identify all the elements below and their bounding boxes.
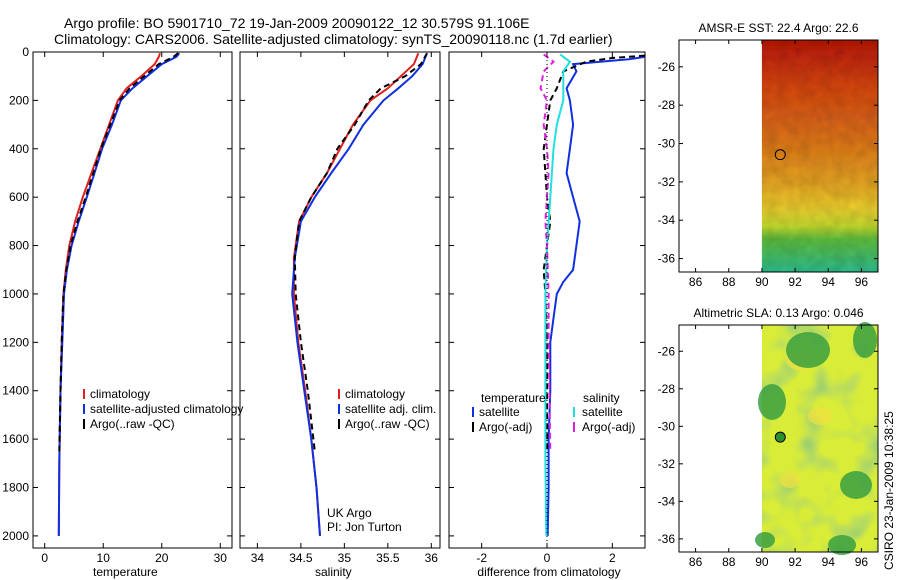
x-tick-label: 94: [822, 275, 836, 289]
y-tick-label: -28: [658, 98, 676, 112]
legend-entry: Argo(..raw -QC): [345, 417, 430, 431]
x-tick-label: 20: [155, 551, 169, 565]
timestamp-label: CSIRO 23-Jan-2009 10:38:25: [882, 411, 896, 570]
x-axis-label: difference from climatology: [477, 565, 620, 579]
x-tick-label: -2: [476, 551, 487, 565]
x-tick-label: 86: [689, 275, 703, 289]
y-tick-label: 800: [9, 239, 29, 253]
x-tick-label: 30: [214, 551, 228, 565]
x-tick-label: 0: [544, 551, 551, 565]
plot-frame: [32, 51, 233, 549]
series-line: [542, 54, 646, 452]
legend-entry: climatology: [345, 387, 405, 401]
y-tick-label: 1800: [2, 481, 29, 495]
legend-entry: Argo(-adj): [582, 420, 635, 434]
y-tick-label: 1400: [2, 384, 29, 398]
plot-frame: [239, 51, 441, 549]
sla-low-patch: [755, 532, 775, 548]
salinity-profile: 34 34.5 35 35.5 36 salinity climatologysatelli…: [239, 51, 441, 579]
legend-entry: satellite: [582, 405, 623, 419]
series-line: [291, 52, 428, 536]
y-tick-label: 200: [9, 93, 29, 107]
x-tick-label: 10: [97, 551, 111, 565]
x-tick-label: 94: [822, 555, 836, 569]
temperature-profile: 0 10 20 30 0 200 400 600 800 1000 1200 1400 1600 1800…: [2, 45, 243, 579]
sla-low-patch: [786, 332, 830, 368]
series-line: [58, 52, 179, 452]
y-tick-label: -34: [658, 494, 676, 508]
map-title: AMSR-E SST: 22.4 Argo: 22.6: [698, 21, 858, 35]
series-line: [539, 53, 556, 452]
sst-map: 86 88 90 92 94 96 -26 -28 -30 -32 -34 -36 AMSR-E SST…: [658, 21, 879, 289]
x-tick-label: 96: [855, 555, 869, 569]
y-tick-label: 1000: [2, 287, 29, 301]
sla-low-patch: [840, 471, 872, 499]
legend-group-title: temperature: [481, 391, 546, 405]
y-tick-label: 400: [9, 142, 29, 156]
x-tick-label: 2: [609, 551, 616, 565]
legend-entry: Argo(..raw -QC): [90, 417, 175, 431]
sla-high-patch: [808, 407, 832, 425]
sla-map: 86 88 90 92 94 96 -26 -28 -30 -32 -34 -36 Altimetric…: [658, 306, 879, 569]
annotation-line: UK Argo: [327, 506, 372, 520]
y-tick-label: 0: [22, 45, 29, 59]
series-line: [544, 53, 572, 536]
y-tick-label: -26: [658, 60, 676, 74]
legend-entry: Argo(-adj): [479, 420, 532, 434]
x-tick-label: 36: [425, 551, 439, 565]
series-line: [57, 52, 181, 536]
series-line: [292, 52, 420, 536]
x-tick-label: 92: [788, 555, 802, 569]
y-tick-label: -28: [658, 382, 676, 396]
sla-high-patch: [780, 472, 800, 488]
sla-low-patch: [758, 384, 786, 420]
x-tick-label: 90: [755, 555, 769, 569]
figure-title-line1: Argo profile: BO 5901710_72 19-Jan-2009 …: [64, 15, 530, 31]
argo-location-marker: [774, 149, 786, 161]
series-line: [293, 52, 428, 452]
x-axis-label: salinity: [315, 565, 352, 579]
legend-entry: satellite-adjusted climatology: [90, 402, 243, 416]
series-line: [546, 55, 646, 536]
sla-low-patch: [853, 322, 877, 358]
y-tick-label: -36: [658, 252, 676, 266]
x-axis-label: temperature: [93, 565, 158, 579]
y-tick-label: 1200: [2, 335, 29, 349]
legend-group-title: salinity: [583, 391, 620, 405]
x-tick-label: 35.5: [376, 551, 400, 565]
annotation-line: PI: Jon Turton: [327, 520, 402, 534]
y-tick-label: -34: [658, 213, 676, 227]
figure-title-line2: Climatology: CARS2006. Satellite-adjuste…: [54, 31, 612, 47]
x-tick-label: 0: [41, 551, 48, 565]
y-tick-label: 600: [9, 190, 29, 204]
y-tick-label: 2000: [2, 529, 29, 543]
map-frame: [678, 39, 879, 273]
sst-field: [761, 40, 878, 272]
y-tick-label: -30: [658, 419, 676, 433]
legend-entry: satellite: [479, 405, 520, 419]
x-tick-label: 34.5: [289, 551, 313, 565]
x-tick-label: 88: [722, 275, 736, 289]
legend-entry: climatology: [90, 387, 150, 401]
y-tick-label: 1600: [2, 432, 29, 446]
y-tick-label: -32: [658, 457, 676, 471]
map-title: Altimetric SLA: 0.13 Argo: 0.046: [693, 306, 863, 320]
sla-low-patch: [828, 535, 856, 555]
map-frame: [678, 324, 879, 553]
x-tick-label: 90: [755, 275, 769, 289]
y-tick-label: -32: [658, 175, 676, 189]
x-tick-label: 35: [338, 551, 352, 565]
x-tick-label: 88: [722, 555, 736, 569]
y-tick-label: -26: [658, 344, 676, 358]
x-tick-label: 96: [855, 275, 869, 289]
legend-entry: satellite adj. clim.: [345, 402, 436, 416]
x-tick-label: 92: [788, 275, 802, 289]
x-tick-label: 34: [251, 551, 265, 565]
y-tick-label: -30: [658, 137, 676, 151]
argo-location-marker: [774, 431, 786, 443]
x-tick-label: 86: [689, 555, 703, 569]
y-tick-label: -36: [658, 532, 676, 546]
